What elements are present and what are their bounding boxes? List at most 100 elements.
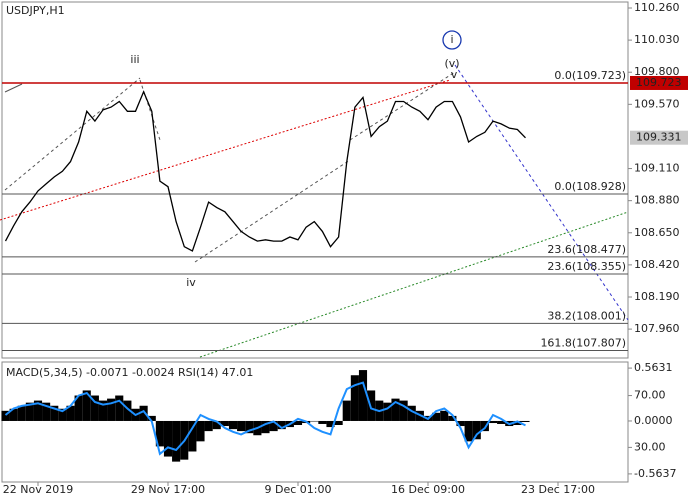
x-tick-label: 22 Nov 2019	[3, 483, 73, 496]
macd-bar	[350, 375, 359, 421]
macd-bar	[33, 400, 43, 421]
trend-line	[0, 79, 451, 221]
macd-bar	[448, 415, 457, 421]
channel-line	[4, 77, 141, 191]
price-tag-label: 109.723	[636, 76, 682, 89]
macd-bar	[139, 405, 148, 421]
macd-bar	[513, 420, 522, 426]
macd-bar	[82, 390, 91, 421]
indicator-title: MACD(5,34,5) -0.0071 -0.0024 RSI(14) 47.…	[6, 366, 253, 379]
wave-label: (v)	[444, 57, 459, 70]
macd-bar	[440, 410, 449, 421]
macd-bar	[245, 420, 254, 434]
indicator-panel	[1, 361, 629, 483]
macd-bar	[42, 402, 51, 421]
macd-bar	[74, 395, 83, 421]
y2-tick-label: 70.00	[634, 389, 666, 402]
macd-bar	[399, 400, 408, 421]
macd-bar	[432, 412, 441, 421]
macd-bar	[277, 420, 286, 430]
y-tick-label: 108.650	[634, 226, 680, 239]
macd-bar	[407, 405, 416, 421]
y-tick-label: 108.880	[634, 194, 680, 207]
x-tick-label: 23 Dec 17:00	[521, 483, 595, 496]
trend-line	[199, 211, 629, 358]
y-tick-label: 110.030	[634, 33, 680, 46]
wave-label: i	[450, 33, 453, 46]
macd-bar	[155, 420, 164, 447]
y-tick-label: -0.5637	[634, 467, 676, 480]
wave-label: iii	[130, 53, 139, 66]
level-label: 23.6(108.477)	[547, 243, 626, 256]
y2-tick-label: 30.00	[634, 440, 666, 453]
y-tick-label: 109.800	[634, 65, 680, 78]
macd-bar	[188, 420, 197, 452]
macd-bar	[497, 420, 506, 424]
price-tag-label: 109.331	[636, 131, 682, 144]
macd-bar	[480, 420, 489, 432]
level-label: 161.8(107.807)	[540, 336, 626, 349]
macd-bar	[228, 420, 238, 430]
level-label: 23.6(108.355)	[547, 260, 626, 273]
x-tick-label: 29 Nov 17:00	[131, 483, 205, 496]
price-panel	[1, 1, 629, 359]
chart-title: USDJPY,H1	[6, 4, 65, 17]
trend-line	[4, 83, 23, 93]
macd-bar	[391, 398, 400, 421]
macd-bar	[358, 370, 368, 421]
macd-bar	[310, 420, 319, 422]
macd-bar	[90, 395, 99, 421]
y-tick-label: 0.0000	[634, 414, 673, 427]
level-label: 0.0(108.928)	[554, 180, 626, 193]
macd-bar	[334, 420, 343, 426]
channel-line	[139, 79, 161, 141]
macd-bar	[147, 415, 156, 421]
y-tick-label: 108.420	[634, 258, 680, 271]
macd-bar	[9, 408, 18, 421]
price-tag	[630, 75, 688, 90]
macd-bar	[58, 408, 67, 421]
price-tag	[630, 130, 688, 145]
macd-bar	[464, 420, 473, 442]
macd-bar	[488, 420, 498, 424]
macd-bar	[172, 420, 181, 462]
macd-bar	[1, 410, 10, 421]
macd-bar	[66, 405, 75, 421]
macd-bar	[318, 420, 327, 424]
y-tick-label: 110.260	[634, 1, 680, 14]
rsi-line	[4, 381, 526, 456]
macd-bar	[212, 420, 221, 430]
macd-bar	[163, 420, 173, 457]
x-tick-label: 16 Dec 09:00	[391, 483, 465, 496]
wave-label: iv	[186, 276, 196, 289]
macd-bar	[326, 420, 335, 428]
macd-bar	[50, 405, 59, 421]
y-tick-label: 107.960	[634, 322, 680, 335]
y-tick-label: 109.570	[634, 97, 680, 110]
macd-bar	[342, 400, 351, 421]
macd-bar	[456, 420, 465, 427]
macd-bar	[115, 395, 124, 421]
macd-bar	[220, 420, 229, 427]
macd-bar	[472, 420, 481, 440]
price-line	[4, 90, 526, 252]
macd-bar	[98, 400, 108, 421]
wave-circle	[442, 30, 462, 50]
level-label: 0.0(109.723)	[554, 69, 626, 82]
y-tick-label: 109.110	[634, 162, 680, 175]
y-tick-label: 0.5631	[634, 361, 673, 374]
wave-label: v	[451, 68, 458, 81]
macd-bar	[521, 420, 530, 422]
macd-bar	[293, 420, 303, 426]
macd-bar	[107, 398, 116, 421]
macd-bar	[269, 420, 278, 432]
macd-bar	[204, 420, 213, 432]
macd-bar	[17, 405, 26, 421]
x-tick-label: 9 Dec 01:00	[265, 483, 332, 496]
macd-bar	[237, 420, 246, 432]
macd-bar	[123, 400, 132, 421]
level-label: 38.2(108.001)	[547, 309, 626, 322]
macd-bar	[383, 402, 392, 421]
channel-line	[194, 159, 351, 263]
